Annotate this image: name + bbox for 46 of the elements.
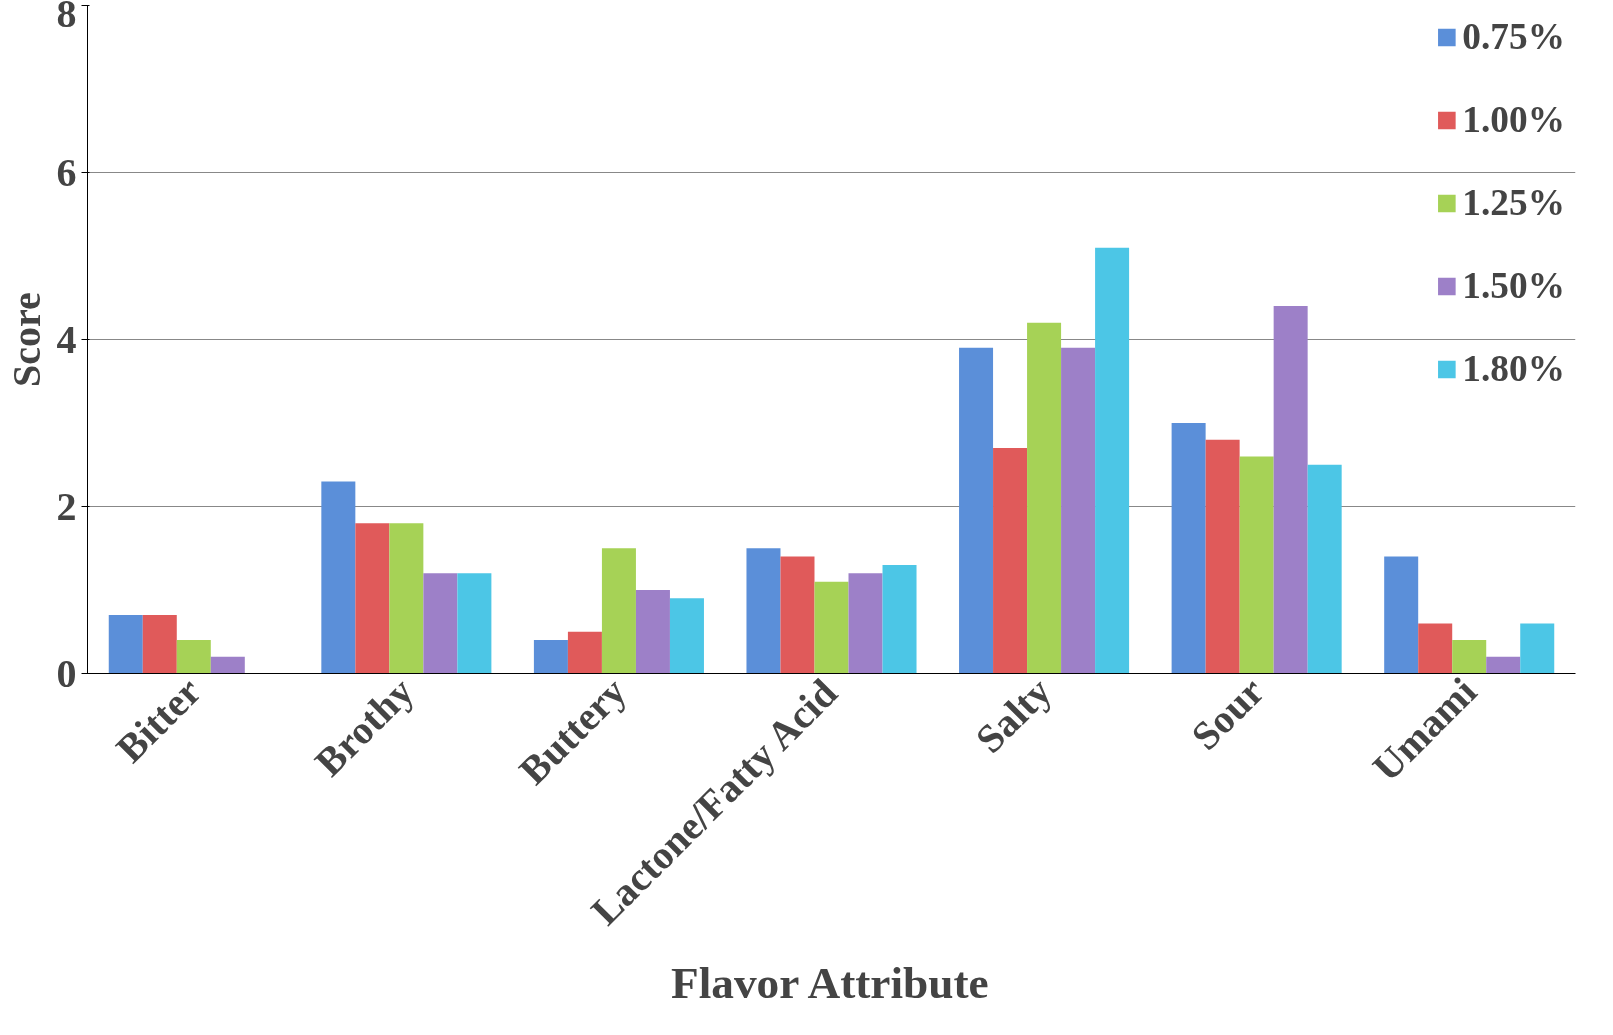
bar [814, 581, 849, 674]
x-axis-title: Flavor Attribute [671, 957, 989, 1008]
bar [669, 598, 704, 674]
legend-label: 1.00% [1462, 98, 1565, 141]
bar [1273, 306, 1308, 674]
bar [1486, 656, 1521, 674]
bar [1307, 464, 1342, 674]
bar [1520, 623, 1555, 674]
bar [176, 640, 211, 674]
bar [1205, 439, 1240, 674]
bar [993, 448, 1028, 674]
bar [848, 573, 883, 674]
bar [1095, 247, 1130, 674]
bar [321, 481, 356, 674]
bar [635, 590, 670, 674]
bar [1171, 423, 1206, 674]
bar [1027, 322, 1062, 674]
bar [1384, 556, 1419, 674]
bar [423, 573, 458, 674]
bar [533, 640, 568, 674]
bar [882, 564, 917, 674]
bar [746, 548, 781, 674]
bar [1418, 623, 1453, 674]
y-tick-label: 0 [56, 650, 77, 696]
y-tick-label: 6 [56, 149, 77, 195]
bar [108, 615, 143, 674]
y-tick-label: 2 [56, 483, 77, 529]
legend-label: 0.75% [1462, 15, 1565, 58]
bar [389, 523, 424, 674]
bar [1061, 347, 1096, 674]
legend-label: 1.50% [1462, 264, 1565, 307]
bar [457, 573, 492, 674]
bar [780, 556, 815, 674]
legend-label: 1.80% [1462, 347, 1565, 390]
bar [1452, 640, 1487, 674]
bar [959, 347, 994, 674]
bar [601, 548, 636, 674]
bar [567, 631, 602, 674]
bar [210, 656, 245, 674]
y-tick-label: 4 [56, 316, 77, 362]
bar [1239, 456, 1274, 674]
y-axis-title: Score [3, 292, 49, 387]
bar [142, 615, 177, 674]
y-tick-label: 8 [56, 0, 77, 36]
legend-label: 1.25% [1462, 181, 1565, 224]
bar [355, 523, 390, 674]
